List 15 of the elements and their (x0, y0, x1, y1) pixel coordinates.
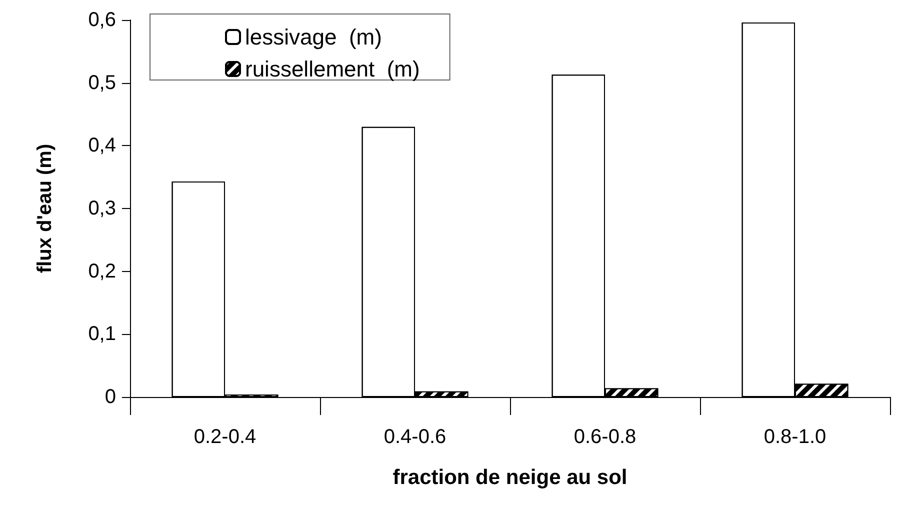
y-tick-label: 0,4 (88, 134, 116, 157)
x-tick-label: 0.4-0.6 (384, 426, 446, 448)
x-tick-label: 0.2-0.4 (194, 426, 256, 448)
legend-label: lessivage (m) (245, 24, 382, 50)
y-tick-label: 0,3 (88, 198, 116, 220)
y-tick-label: 0,5 (88, 72, 116, 94)
x-tick-label: 0.6-0.8 (574, 426, 636, 448)
y-axis-title: flux d'eau (m) (34, 144, 56, 274)
y-tick-label: 0 (104, 386, 116, 408)
legend-label: ruissellement (m) (245, 56, 420, 82)
y-tick-label: 0,2 (88, 260, 116, 282)
x-axis-title: fraction de neige au sol (392, 466, 628, 489)
y-tick-label: 0,1 (88, 323, 116, 346)
y-tick-label: 0,6 (88, 9, 116, 31)
x-tick-label: 0.8-1.0 (764, 426, 826, 448)
